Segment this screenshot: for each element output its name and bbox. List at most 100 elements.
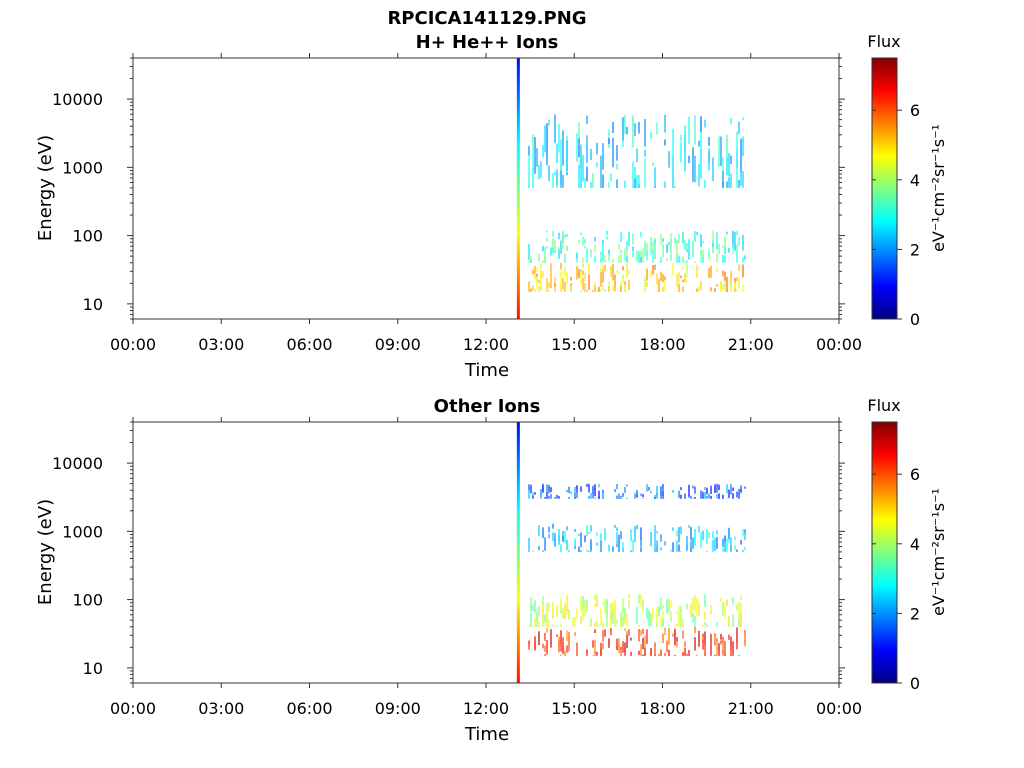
- spectrogram-cell: [646, 249, 648, 261]
- spectrogram-cell: [580, 596, 582, 612]
- spectrogram-cell: [722, 245, 724, 248]
- spectrogram-cell: [640, 250, 642, 260]
- spectrogram-cell: [528, 146, 530, 156]
- spectrogram-cell: [700, 490, 702, 499]
- spectrogram-cell: [646, 629, 648, 644]
- spectrogram-cell: [550, 494, 552, 499]
- spectrogram-cell: [614, 605, 616, 614]
- spectrogram-cell: [682, 279, 684, 283]
- spectrogram-cell: [730, 118, 732, 125]
- spectrogram-cell: [602, 285, 604, 291]
- onset-spike-cell: [516, 136, 520, 139]
- spectrogram-cell: [580, 616, 582, 624]
- spectrogram-cell: [538, 525, 540, 536]
- spectrogram-cell: [708, 493, 710, 499]
- onset-spike-cell: [516, 283, 520, 286]
- spectrogram-cell: [620, 250, 622, 254]
- spectrogram-cell: [594, 236, 596, 242]
- spectrogram-cell: [744, 533, 746, 541]
- spectrogram-cell: [622, 641, 624, 653]
- spectrogram-cell: [732, 641, 734, 656]
- spectrogram-cell: [642, 599, 644, 610]
- onset-spike-cell: [516, 268, 520, 271]
- y-tick-label: 10: [83, 295, 103, 314]
- onset-spike-cell: [516, 112, 520, 115]
- spectrogram-cell: [626, 263, 628, 278]
- spectrogram-cell: [682, 618, 684, 627]
- spectrogram-cell: [622, 616, 624, 627]
- spectrogram-cell: [646, 281, 648, 287]
- onset-spike-cell: [516, 295, 520, 298]
- spectrogram-cell: [630, 550, 632, 552]
- spectrogram-cell: [588, 495, 590, 499]
- spectrogram-cell: [558, 247, 560, 259]
- onset-spike-cell: [516, 277, 520, 280]
- spectrogram-cell: [588, 263, 590, 272]
- spectrogram-cell: [612, 258, 614, 263]
- spectrogram-cell: [600, 550, 602, 552]
- onset-spike-cell: [516, 220, 520, 223]
- spectrogram-cell: [544, 125, 546, 153]
- spectrogram-cell: [546, 603, 548, 612]
- spectrogram-cell: [744, 486, 746, 489]
- spectrogram-cell: [720, 634, 722, 640]
- spectrogram-cell: [604, 254, 606, 263]
- spectrogram-cell: [634, 167, 636, 188]
- x-tick-label: 15:00: [551, 699, 597, 718]
- spectrogram-cell: [698, 164, 700, 187]
- onset-spike-cell: [516, 82, 520, 85]
- spectrogram-cell: [682, 286, 684, 292]
- spectrogram-cell: [730, 483, 732, 492]
- spectrogram-cell: [548, 526, 550, 533]
- spectrogram-cell: [530, 484, 532, 494]
- x-tick-label: 18:00: [639, 335, 685, 354]
- other-ions-axis-ticks: 00:00 03:00 06:00 09:00 12:00 15:00 18:00 21:00…: [52, 417, 862, 718]
- spectrogram-cell: [636, 525, 638, 530]
- spectrogram-cell: [644, 119, 646, 147]
- spectrogram-cell: [682, 267, 684, 270]
- spectrogram-cell: [676, 623, 678, 627]
- spectrogram-cell: [736, 627, 738, 642]
- spectrogram-cell: [602, 143, 604, 170]
- spectrogram-cell: [580, 271, 582, 286]
- spectrogram-cell: [654, 237, 656, 240]
- spectrogram-cell: [534, 289, 536, 292]
- spectrogram-cell: [546, 246, 548, 249]
- spectrogram-cell: [574, 492, 576, 499]
- onset-spike-cell: [516, 217, 520, 220]
- spectrogram-cell: [574, 497, 576, 499]
- spectrogram-cell: [710, 485, 712, 494]
- spectrogram-cell: [608, 544, 610, 552]
- spectrogram-cell: [590, 149, 592, 161]
- spectrogram-cell: [712, 157, 714, 182]
- spectrogram-cell: [600, 608, 602, 626]
- onset-spike-cell: [516, 247, 520, 250]
- spectrogram-cell: [656, 122, 658, 135]
- spectrogram-cell: [678, 234, 680, 244]
- spectrogram-cell: [602, 491, 604, 499]
- spectrogram-cell: [564, 253, 566, 263]
- onset-spike-cell: [516, 605, 520, 608]
- onset-spike-cell: [516, 587, 520, 590]
- spectrogram-cell: [612, 121, 614, 133]
- spectrogram-cell: [634, 526, 636, 543]
- spectrogram-cell: [742, 117, 744, 121]
- spectrogram-cell: [668, 631, 670, 645]
- spectrogram-cell: [638, 122, 640, 134]
- spectrogram-cell: [564, 530, 566, 544]
- spectrogram-cell: [722, 182, 724, 188]
- spectrogram-cell: [528, 183, 530, 188]
- spectrogram-cell: [674, 290, 676, 292]
- spectrogram-cell: [600, 289, 602, 292]
- onset-spike-cell: [516, 545, 520, 548]
- spectrogram-cell: [724, 641, 726, 656]
- spectrogram-cell: [640, 257, 642, 263]
- spectrogram-cell: [686, 544, 688, 551]
- spectrogram-cell: [586, 115, 588, 125]
- spectrogram-cell: [738, 601, 740, 617]
- spectrogram-cell: [694, 626, 696, 634]
- spectrogram-cell: [614, 278, 616, 288]
- spectrogram-cell: [626, 635, 628, 649]
- spectrogram-cell: [630, 529, 632, 542]
- spectrogram-cell: [640, 630, 642, 636]
